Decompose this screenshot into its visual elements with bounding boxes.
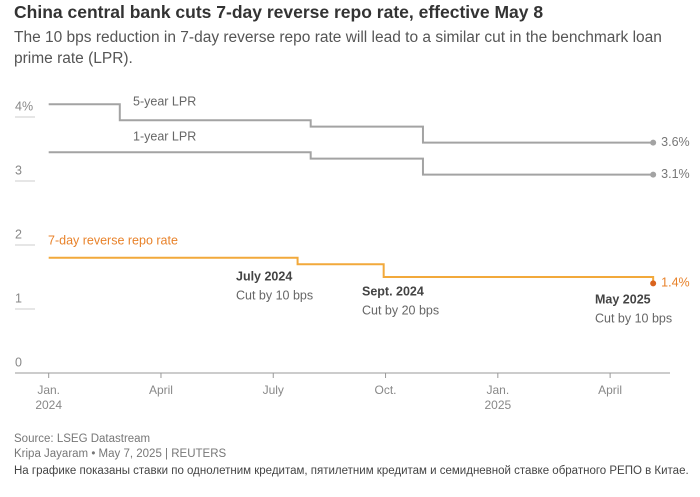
annotation-text: Cut by 10 bps	[595, 311, 672, 325]
chart-subtitle: The 10 bps reduction in 7-day reverse re…	[14, 29, 662, 67]
value-label: 3.1%	[661, 167, 690, 181]
series-label: 1-year LPR	[133, 129, 196, 143]
end-point	[650, 139, 657, 146]
value-label: 3.6%	[661, 135, 690, 149]
y-tick-label: 2	[15, 227, 22, 241]
end-point	[650, 171, 657, 178]
annotation-text: Cut by 20 bps	[362, 303, 439, 317]
series-label: 5-year LPR	[133, 94, 196, 108]
series-line	[48, 256, 655, 284]
value-label: 1.4%	[661, 276, 690, 290]
x-tick-label: Oct.	[374, 383, 397, 397]
chart-title: China central bank cuts 7-day reverse re…	[14, 2, 544, 22]
end-point	[650, 280, 657, 287]
x-tick-label: April	[148, 383, 173, 397]
byline: Kripa Jayaram • May 7, 2025 | REUTERS	[14, 448, 227, 460]
x-tick-label: July	[262, 383, 284, 397]
series-line	[48, 103, 654, 144]
series-label: 7-day reverse repo rate	[48, 233, 178, 247]
x-tick-label: April	[598, 383, 623, 397]
y-tick-label: 3	[15, 163, 22, 177]
y-tick-label: 0	[15, 355, 22, 369]
series-line	[48, 151, 654, 176]
annotation-text: Cut by 10 bps	[236, 288, 313, 302]
annotation-title: May 2025	[595, 292, 651, 306]
x-tick-label: Jan. 2025	[484, 383, 512, 412]
x-tick-label: Jan. 2024	[35, 383, 63, 412]
annotation-title: Sept. 2024	[362, 284, 424, 298]
source: Source: LSEG Datastream	[14, 433, 151, 445]
y-tick-label: 1	[15, 291, 22, 305]
annotation-title: July 2024	[236, 269, 292, 283]
note: На графике показаны ставки по однолетним…	[14, 465, 689, 477]
y-tick-label: 4%	[15, 99, 33, 113]
